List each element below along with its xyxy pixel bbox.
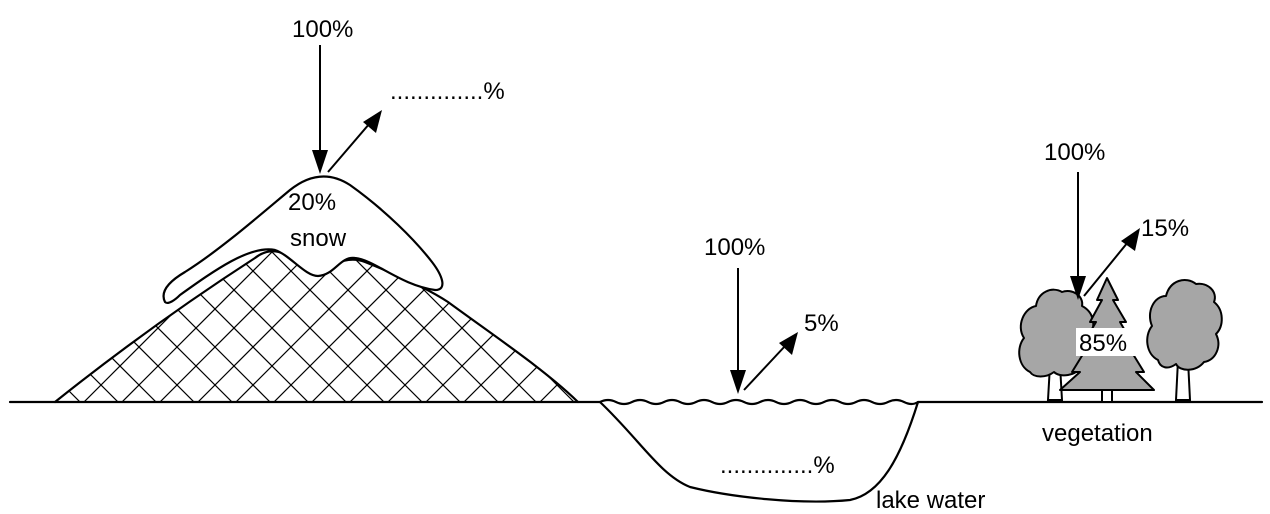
snow-incoming-label: 100%	[292, 16, 353, 43]
deciduous-tree-right	[1146, 279, 1223, 401]
lake-name-label: lake water	[876, 487, 985, 514]
lake	[598, 398, 920, 503]
deciduous-tree-left	[1018, 288, 1096, 401]
snow-cap	[162, 175, 444, 304]
lake-reflected-arrow	[743, 332, 798, 391]
vegetation-incoming-arrow	[1070, 172, 1086, 300]
lake-absorbed-label: ..............%	[720, 452, 835, 479]
snow-incoming-arrow	[312, 45, 328, 174]
vegetation-absorbed-label-bg	[1076, 328, 1142, 356]
lake-surface	[598, 398, 920, 406]
lake-reflected-label: 5%	[804, 310, 839, 337]
snow-reflected-label: ..............%	[390, 78, 505, 105]
snow-absorbed-label: 20%	[288, 189, 336, 216]
vegetation-incoming-label: 100%	[1044, 139, 1105, 166]
snow-name-label: snow	[290, 225, 347, 252]
lake-incoming-arrow	[730, 268, 746, 394]
snow-reflected-arrow	[327, 110, 382, 173]
vegetation-reflected-label: 15%	[1141, 215, 1189, 242]
vegetation-absorbed-label: 85%	[1079, 330, 1127, 357]
lake-incoming-label: 100%	[704, 234, 765, 261]
vegetation-reflected-arrow	[1083, 228, 1140, 297]
vegetation-name-label: vegetation	[1042, 420, 1153, 447]
